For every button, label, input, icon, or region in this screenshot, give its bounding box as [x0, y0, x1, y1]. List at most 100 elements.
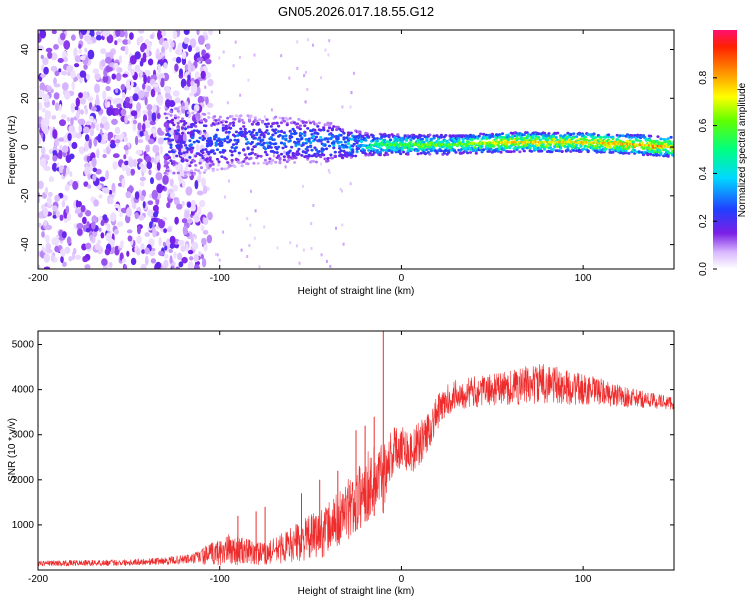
spectrogram-cell [130, 257, 137, 266]
spectrogram-cell [205, 43, 211, 50]
spectrogram-cell [378, 150, 382, 154]
spectrogram-cell [656, 140, 660, 144]
spectrogram-cell [85, 134, 90, 142]
spectrogram-cell [165, 238, 171, 249]
spectrogram-cell [510, 135, 515, 138]
spectrogram-cell [191, 146, 195, 150]
spectrogram-cell [168, 156, 172, 160]
spectrogram-cell [59, 119, 66, 127]
spectrogram-cell [115, 88, 119, 94]
spectrogram-cell [627, 152, 631, 155]
spectrogram-cell [534, 135, 538, 138]
spectrogram-cell [282, 131, 286, 135]
spectrogram-cell [142, 123, 146, 132]
spectrogram-cell [304, 121, 308, 124]
spectrogram-cell [375, 137, 379, 140]
spectrogram-cell [298, 261, 301, 265]
spectrogram-cell [187, 218, 193, 224]
spectrogram-cell [419, 134, 423, 138]
spectrogram-cell [217, 163, 220, 167]
spectrogram-cell [176, 115, 180, 119]
spectrogram-cell [649, 152, 653, 156]
spectrogram-cell [116, 221, 124, 227]
spectrogram-cell [419, 145, 423, 148]
spectrogram-cell [139, 130, 144, 137]
spectrogram-cell [86, 155, 91, 162]
spectrogram-cell [201, 148, 205, 152]
spectrogram-cell [184, 108, 189, 118]
spectrogram-cell [287, 155, 291, 159]
spectrogram-cell [332, 141, 336, 145]
spectrogram-cell [522, 149, 526, 153]
spectrogram-cell [273, 133, 276, 137]
spectrogram-cell [352, 142, 356, 146]
spectrogram-cell [222, 230, 225, 234]
spectrogram-cell [230, 153, 234, 157]
spectrogram-cell [263, 131, 268, 134]
spectrogram-cell [115, 30, 121, 37]
spectrogram-cell [256, 162, 260, 165]
spectrogram-cell [186, 125, 191, 129]
spectrogram-cell [541, 145, 545, 148]
spectrogram-cell [110, 212, 117, 222]
spectrogram-cell [118, 55, 123, 64]
spectrogram-cell [92, 167, 98, 173]
spectrogram-cell [169, 45, 172, 53]
spectrogram-cell [406, 152, 410, 156]
spectrogram-cell [50, 254, 55, 262]
spectrogram-cell [223, 149, 227, 153]
spectrogram-cell [50, 52, 58, 61]
spectrogram-cell [69, 171, 73, 177]
spectrogram-cell [359, 138, 364, 141]
spectrogram-cell [87, 184, 92, 189]
spectrogram-cell [163, 155, 167, 159]
spectrogram-cell [161, 46, 165, 53]
spectrogram-cell [134, 135, 139, 146]
spectrogram-cell [329, 264, 332, 268]
spectrogram-cell [190, 210, 195, 216]
spectrogram-cell [111, 182, 116, 193]
spectrogram-cell [556, 131, 560, 135]
spectrogram-cell [343, 140, 348, 144]
spectrogram-cell [151, 128, 157, 134]
spectrogram-cell [115, 72, 122, 82]
spectrogram-cell [313, 152, 317, 156]
spectrogram-cell [46, 248, 53, 254]
spectrogram-cell [322, 153, 326, 157]
spectrogram-cell [92, 68, 100, 75]
spectrogram-cell [473, 145, 477, 149]
spectrogram-cell [152, 144, 160, 154]
spectrogram-cell [320, 138, 324, 142]
spectrogram-cell [54, 235, 61, 244]
spectrogram-cell [371, 153, 375, 156]
spectrogram-cell [51, 99, 56, 106]
spectrogram-cell [190, 199, 196, 209]
figure-title: GN05.2026.017.18.55.G12 [278, 4, 434, 19]
spectrogram-cell [250, 148, 254, 151]
spectrogram-cell [531, 134, 535, 137]
spectrogram-cell [215, 168, 220, 172]
spectrogram-cell [253, 145, 257, 148]
spectrogram-cell [181, 157, 185, 161]
spectrogram-cell [201, 135, 205, 138]
spectrogram-cell [309, 145, 313, 149]
spectrogram-cell [230, 146, 234, 149]
spectrogram-cell [311, 134, 316, 138]
spectrogram-cell [186, 111, 191, 115]
spectrogram-cell [138, 139, 144, 144]
spectrogram-cell [457, 137, 461, 141]
spectrogram-cell [341, 128, 345, 132]
spectrogram-cell [157, 127, 162, 136]
spectrogram-cell [180, 78, 187, 89]
spectrogram-cell [124, 114, 128, 124]
spectrogram-cell [204, 168, 208, 172]
spectrogram-cell [223, 167, 227, 171]
spectrogram-cell [269, 125, 273, 128]
spectrogram-cell [100, 220, 105, 227]
spectrogram-cell [582, 147, 586, 151]
spectrogram-cell [608, 146, 612, 149]
spectrogram-cell [636, 139, 640, 142]
spectrogram-cell [80, 205, 86, 213]
spectrogram-cell [152, 83, 159, 88]
spectrogram-cell [54, 70, 60, 77]
